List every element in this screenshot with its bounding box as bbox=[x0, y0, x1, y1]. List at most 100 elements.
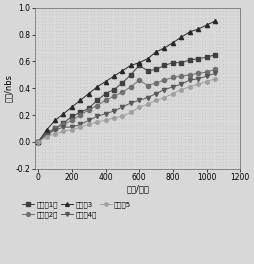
Point bbox=[113, 114, 117, 118]
Point bbox=[203, 157, 208, 161]
Point bbox=[33, 147, 37, 151]
Point bbox=[141, 94, 145, 98]
Point bbox=[165, 42, 169, 46]
Point bbox=[82, 127, 86, 131]
Point bbox=[96, 58, 100, 62]
Point bbox=[71, 39, 75, 43]
Point bbox=[75, 157, 79, 161]
Point bbox=[92, 84, 96, 89]
Point bbox=[99, 134, 103, 138]
Point bbox=[40, 167, 44, 171]
Point bbox=[144, 12, 148, 16]
Point bbox=[189, 35, 194, 39]
Point bbox=[61, 6, 65, 10]
Point bbox=[235, 98, 239, 102]
Point bbox=[217, 22, 221, 26]
Point bbox=[148, 127, 152, 131]
Point bbox=[169, 134, 173, 138]
Point bbox=[96, 167, 100, 171]
Point bbox=[123, 51, 128, 56]
Point bbox=[158, 124, 162, 128]
Point bbox=[43, 55, 47, 59]
Point bbox=[137, 160, 141, 164]
Point bbox=[130, 29, 134, 33]
Point bbox=[172, 160, 176, 164]
Point bbox=[123, 134, 128, 138]
Point bbox=[106, 39, 110, 43]
Point bbox=[144, 101, 148, 105]
Point bbox=[217, 32, 221, 36]
Point bbox=[127, 150, 131, 154]
Point bbox=[109, 25, 114, 30]
Point bbox=[182, 48, 186, 53]
Point bbox=[151, 163, 155, 168]
Point bbox=[47, 104, 51, 109]
Point bbox=[207, 51, 211, 56]
Point bbox=[221, 84, 225, 89]
Point bbox=[221, 42, 225, 46]
Point bbox=[113, 91, 117, 95]
Point bbox=[120, 104, 124, 109]
Point bbox=[82, 88, 86, 92]
Point bbox=[221, 144, 225, 148]
Point bbox=[203, 101, 208, 105]
Point bbox=[134, 58, 138, 62]
Point bbox=[123, 58, 128, 62]
Point bbox=[189, 29, 194, 33]
Point bbox=[214, 160, 218, 164]
Point bbox=[141, 88, 145, 92]
Point bbox=[116, 104, 120, 109]
Point bbox=[88, 55, 92, 59]
Point bbox=[75, 130, 79, 135]
Point bbox=[221, 29, 225, 33]
Point bbox=[68, 107, 72, 112]
Point bbox=[33, 55, 37, 59]
Point bbox=[137, 78, 141, 82]
Point bbox=[224, 137, 228, 141]
Point bbox=[165, 121, 169, 125]
Point bbox=[75, 134, 79, 138]
Point bbox=[235, 12, 239, 16]
Point bbox=[210, 98, 214, 102]
Point bbox=[158, 157, 162, 161]
Point bbox=[120, 117, 124, 121]
Point bbox=[88, 68, 92, 72]
Point bbox=[68, 127, 72, 131]
Point bbox=[186, 98, 190, 102]
Point bbox=[148, 163, 152, 168]
Point bbox=[61, 25, 65, 30]
Point bbox=[224, 58, 228, 62]
Point bbox=[189, 140, 194, 145]
Point bbox=[82, 114, 86, 118]
Point bbox=[57, 163, 61, 168]
Point bbox=[113, 9, 117, 13]
Point bbox=[137, 117, 141, 121]
Point bbox=[64, 127, 68, 131]
Point bbox=[176, 153, 180, 158]
Point bbox=[61, 160, 65, 164]
Point bbox=[182, 134, 186, 138]
Point bbox=[130, 98, 134, 102]
Point bbox=[47, 68, 51, 72]
Point bbox=[57, 6, 61, 10]
Point bbox=[224, 104, 228, 109]
Point bbox=[224, 91, 228, 95]
Point bbox=[36, 147, 40, 151]
Point bbox=[224, 121, 228, 125]
Point bbox=[36, 107, 40, 112]
Point bbox=[68, 134, 72, 138]
Point bbox=[196, 98, 200, 102]
Point bbox=[214, 29, 218, 33]
Point bbox=[96, 101, 100, 105]
Point bbox=[64, 137, 68, 141]
Point bbox=[221, 107, 225, 112]
Point bbox=[165, 32, 169, 36]
Point bbox=[189, 137, 194, 141]
Point bbox=[50, 68, 54, 72]
Point bbox=[137, 51, 141, 56]
Point bbox=[113, 22, 117, 26]
Point bbox=[68, 98, 72, 102]
Point bbox=[82, 163, 86, 168]
Point bbox=[113, 35, 117, 39]
Point bbox=[85, 117, 89, 121]
